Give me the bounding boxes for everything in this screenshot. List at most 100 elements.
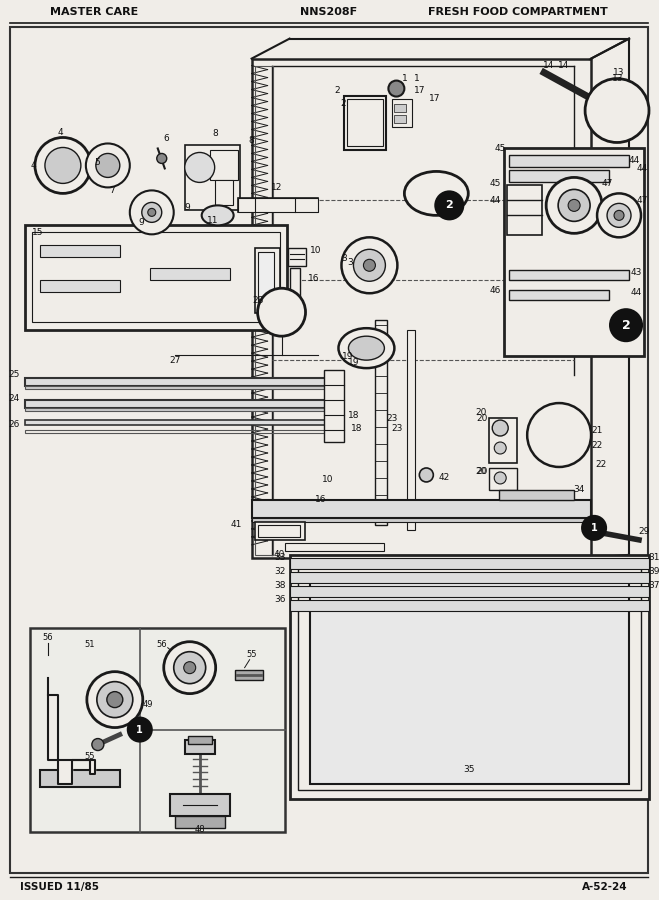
- Bar: [25, 420, 335, 425]
- Text: 25: 25: [9, 370, 20, 379]
- Circle shape: [148, 209, 156, 216]
- Bar: [25, 378, 335, 386]
- Bar: [215, 180, 233, 205]
- Text: 13: 13: [612, 74, 623, 83]
- Circle shape: [35, 138, 91, 194]
- Text: 20: 20: [475, 408, 486, 417]
- Text: 14: 14: [543, 61, 554, 70]
- Bar: [394, 104, 407, 112]
- Text: 55: 55: [246, 650, 257, 659]
- Text: 38: 38: [274, 581, 285, 590]
- Bar: [345, 95, 386, 150]
- Bar: [235, 670, 262, 680]
- Circle shape: [585, 78, 649, 142]
- Circle shape: [494, 442, 506, 454]
- Circle shape: [97, 681, 133, 717]
- Circle shape: [96, 154, 120, 177]
- Text: 11: 11: [207, 216, 218, 225]
- Text: 37: 37: [648, 581, 659, 590]
- Text: 41: 41: [230, 520, 242, 529]
- Text: 19: 19: [348, 357, 359, 366]
- Bar: [544, 423, 572, 447]
- Circle shape: [558, 189, 590, 221]
- Text: 21: 21: [591, 426, 603, 435]
- Circle shape: [130, 191, 174, 234]
- Text: 14: 14: [558, 61, 570, 70]
- Text: 10: 10: [310, 246, 321, 255]
- Text: 20: 20: [475, 467, 486, 476]
- Bar: [238, 198, 318, 212]
- Text: 8: 8: [248, 136, 254, 145]
- Bar: [394, 114, 407, 122]
- Text: 10: 10: [322, 475, 333, 484]
- Text: 44: 44: [637, 164, 648, 173]
- Bar: [599, 101, 631, 122]
- Bar: [30, 627, 285, 832]
- Circle shape: [597, 194, 641, 238]
- Text: 1: 1: [401, 74, 407, 83]
- Text: 44: 44: [629, 156, 640, 165]
- Bar: [324, 370, 345, 442]
- Text: NNS208F: NNS208F: [300, 6, 357, 17]
- Circle shape: [582, 516, 606, 540]
- Circle shape: [494, 472, 506, 484]
- Text: 1: 1: [590, 523, 598, 533]
- Circle shape: [142, 202, 161, 222]
- Text: 2: 2: [335, 86, 340, 95]
- Text: 42: 42: [439, 473, 450, 482]
- Text: 43: 43: [630, 268, 642, 277]
- Text: 47: 47: [602, 179, 613, 188]
- Circle shape: [128, 717, 152, 742]
- Bar: [509, 170, 609, 183]
- Bar: [504, 148, 644, 356]
- Text: 44: 44: [490, 196, 501, 205]
- Circle shape: [258, 288, 306, 337]
- Text: 12: 12: [271, 183, 282, 192]
- Text: 56: 56: [156, 640, 167, 649]
- Text: 2: 2: [445, 201, 453, 211]
- Text: 44: 44: [631, 288, 642, 297]
- Text: 49: 49: [142, 700, 153, 709]
- Bar: [392, 98, 413, 127]
- Bar: [509, 290, 609, 301]
- Bar: [289, 268, 300, 298]
- Bar: [509, 156, 629, 167]
- Bar: [258, 525, 300, 537]
- Bar: [40, 280, 120, 292]
- Ellipse shape: [349, 337, 384, 360]
- Text: 40: 40: [274, 550, 285, 559]
- Ellipse shape: [405, 171, 469, 215]
- Circle shape: [527, 403, 591, 467]
- Bar: [507, 185, 542, 235]
- Text: 8: 8: [213, 129, 218, 138]
- Text: 1: 1: [136, 724, 143, 734]
- Bar: [210, 150, 238, 180]
- Bar: [347, 98, 384, 147]
- Text: A-52-24: A-52-24: [583, 882, 628, 892]
- Text: 16: 16: [308, 274, 319, 283]
- Text: 3: 3: [348, 257, 353, 266]
- Circle shape: [157, 154, 167, 164]
- Bar: [32, 232, 279, 322]
- Bar: [238, 198, 318, 212]
- Text: 6: 6: [164, 134, 169, 143]
- Bar: [297, 562, 641, 790]
- Circle shape: [614, 211, 624, 220]
- Circle shape: [341, 238, 397, 293]
- Circle shape: [607, 203, 631, 228]
- Circle shape: [353, 249, 386, 282]
- Text: 29: 29: [639, 527, 650, 536]
- Text: 5: 5: [94, 158, 100, 166]
- Text: 7: 7: [109, 186, 115, 195]
- Text: 16: 16: [314, 495, 326, 504]
- Bar: [489, 418, 517, 463]
- Bar: [489, 468, 517, 490]
- Bar: [25, 386, 335, 389]
- Polygon shape: [48, 678, 95, 785]
- Text: 23: 23: [391, 424, 403, 433]
- Bar: [40, 770, 120, 788]
- Text: 33: 33: [274, 554, 285, 562]
- Text: 51: 51: [84, 640, 95, 649]
- Bar: [285, 543, 384, 551]
- Bar: [25, 408, 335, 411]
